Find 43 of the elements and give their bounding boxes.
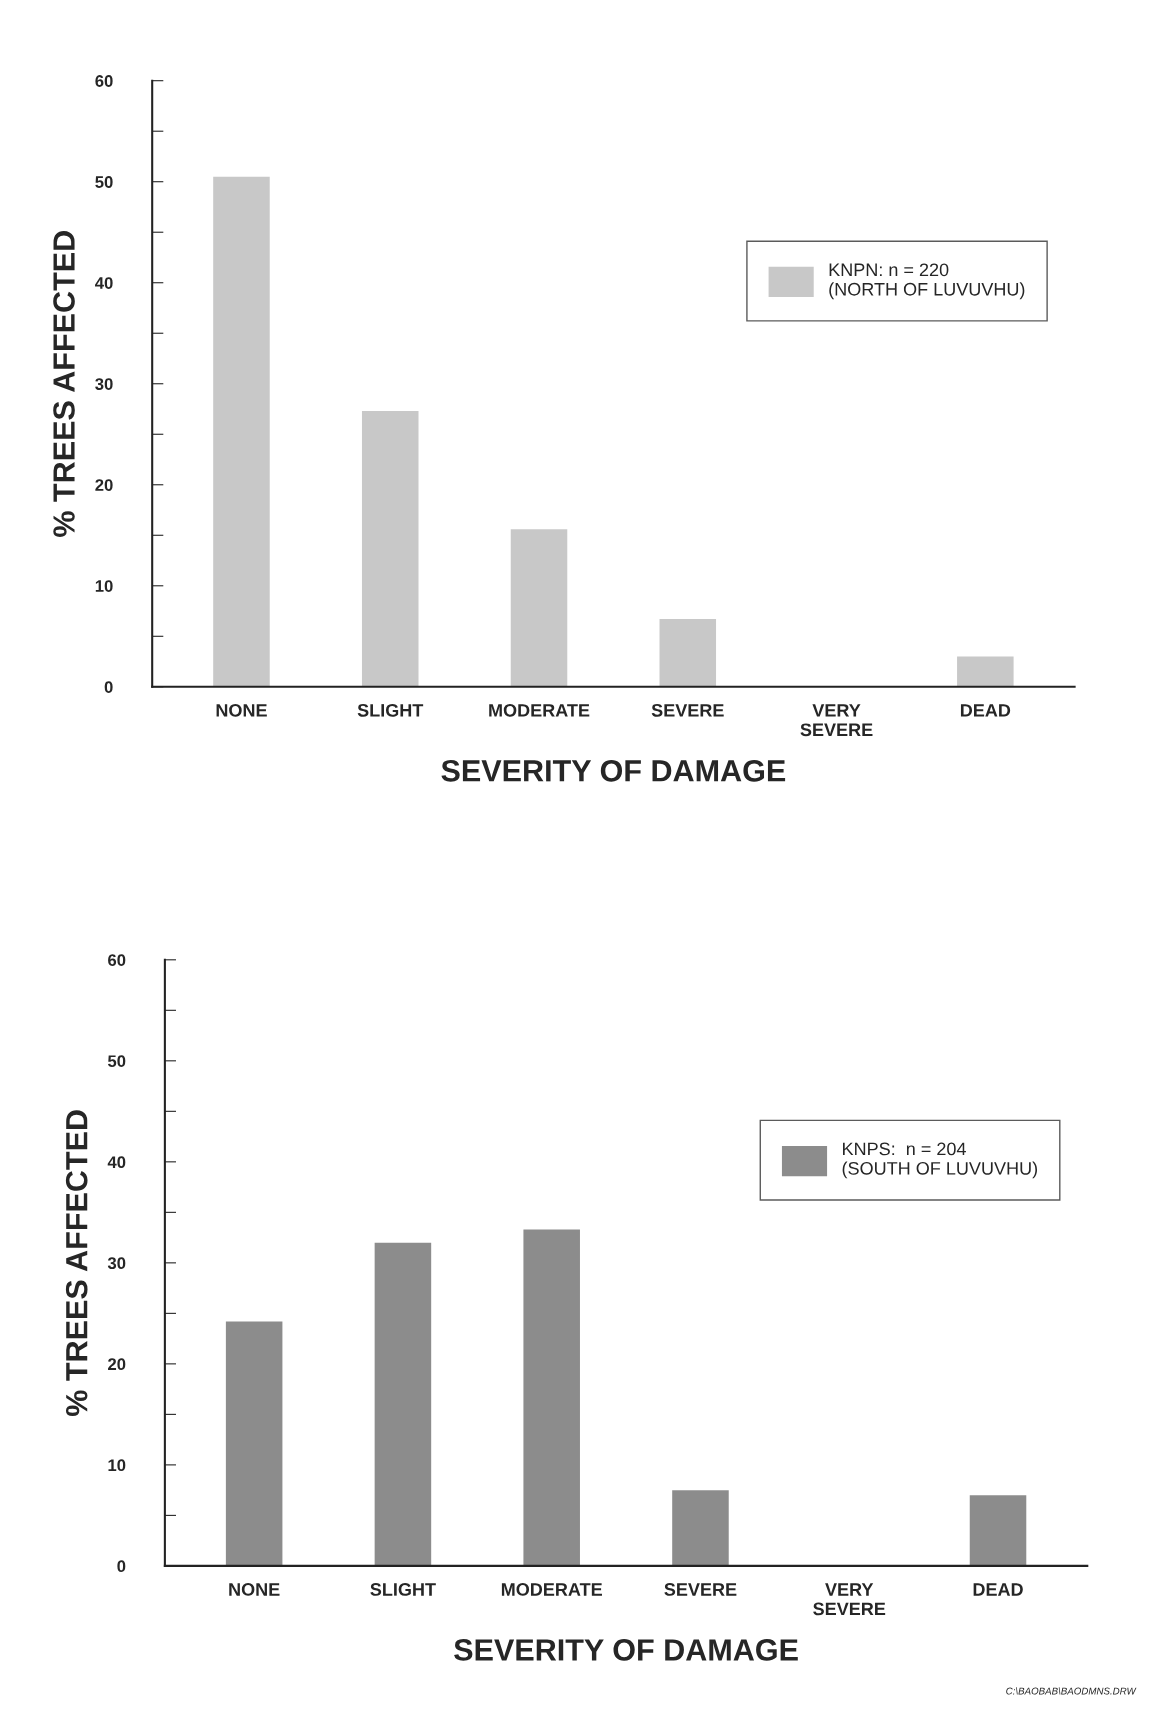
bar xyxy=(659,619,717,687)
bar xyxy=(957,656,1014,687)
y-tick-label: 60 xyxy=(95,75,113,87)
x-axis-title: SEVERITY OF DAMAGE xyxy=(454,1639,798,1661)
y-axis-title: % TREES AFFECTED xyxy=(65,1110,88,1417)
bar xyxy=(523,1229,580,1566)
bar xyxy=(510,529,568,687)
x-tick-label: VERY SEVERE xyxy=(800,704,873,737)
x-tick-label: MODERATE xyxy=(501,1583,602,1596)
legend-label: KNPS: n = 204 (SOUTH OF LUVUVHU) xyxy=(842,1142,1038,1179)
x-tick-label: SLIGHT xyxy=(357,703,424,717)
x-tick-label: DEAD xyxy=(973,1583,1023,1596)
y-tick-label: 30 xyxy=(95,378,113,390)
y-tick-label: 60 xyxy=(108,954,126,967)
x-tick-label: NONE xyxy=(216,703,267,717)
x-tick-label: DEAD xyxy=(960,704,1011,717)
x-tick-label: SEVERE xyxy=(664,1583,737,1596)
bar xyxy=(225,1321,283,1566)
y-axis-title: % TREES AFFECTED xyxy=(53,231,75,537)
x-tick-label: VERY SEVERE xyxy=(813,1583,886,1616)
x-tick-label: NONE xyxy=(229,1583,280,1596)
x-tick-label: MODERATE xyxy=(489,703,590,717)
y-tick-label: 40 xyxy=(107,1156,126,1169)
bar xyxy=(969,1495,1027,1566)
bar xyxy=(672,1490,729,1566)
text: C:\BAOBAB\BAODMNS.DRW xyxy=(1006,1687,1137,1695)
x-axis-title: SEVERITY OF DAMAGE xyxy=(441,760,786,782)
x-tick-label: SLIGHT xyxy=(370,1583,436,1596)
y-tick-label: 20 xyxy=(95,479,113,491)
y-tick-label: 50 xyxy=(107,1055,126,1068)
bar xyxy=(213,176,270,687)
y-tick-label: 40 xyxy=(95,277,113,289)
y-tick-label: 0 xyxy=(117,1560,126,1573)
y-tick-label: 10 xyxy=(108,1459,126,1472)
y-tick-label: 0 xyxy=(104,681,113,693)
y-tick-label: 10 xyxy=(95,580,113,592)
bar xyxy=(374,1242,432,1566)
legend-label: KNPN: n = 220 (NORTH OF LUVUVHU) xyxy=(829,263,1025,300)
bar xyxy=(361,411,419,687)
x-tick-label: SEVERE xyxy=(651,703,724,717)
y-tick-label: 20 xyxy=(108,1358,126,1371)
y-tick-label: 50 xyxy=(95,176,113,188)
y-tick-label: 30 xyxy=(107,1257,126,1270)
